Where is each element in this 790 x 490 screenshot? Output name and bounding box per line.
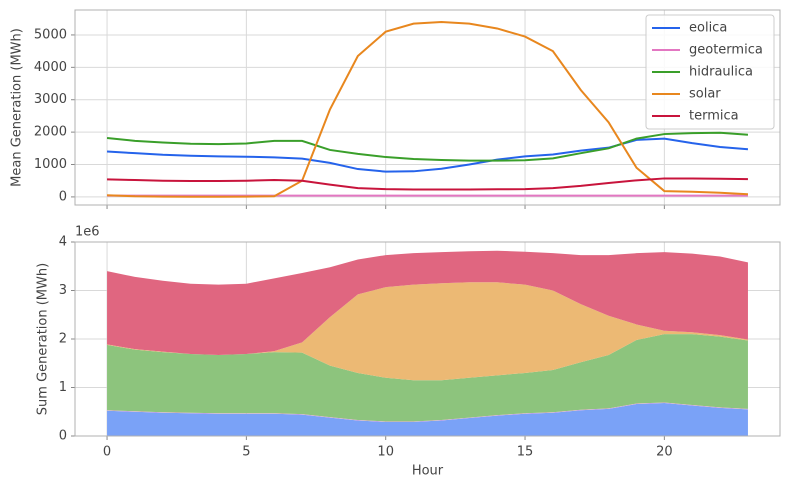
- legend-label: hidraulica: [689, 65, 753, 80]
- line-series: [106, 137, 749, 173]
- y-tick-label: 1000: [34, 157, 67, 172]
- area-series: [107, 402, 748, 422]
- y-tick-label: 2000: [34, 125, 67, 140]
- x-axis-label: Hour: [412, 464, 444, 479]
- area-series: [107, 282, 748, 381]
- x-tick-label: 20: [656, 445, 673, 460]
- y-tick-label: 0: [59, 189, 67, 204]
- legend-label: eolica: [689, 21, 727, 36]
- line-series: [107, 177, 748, 191]
- legend-box: [645, 14, 775, 130]
- x-tick-label: 15: [517, 445, 534, 460]
- y-axis-label: Mean Generation (MWh): [10, 28, 25, 187]
- area-series: [107, 334, 748, 422]
- x-tick-label: 5: [242, 445, 250, 460]
- y-tick-label: 3000: [34, 92, 67, 107]
- line-series: [106, 131, 749, 162]
- legend-label: geotermica: [689, 43, 763, 58]
- y-tick-label: 5000: [34, 27, 67, 42]
- legend-label: solar: [689, 87, 721, 102]
- x-tick-label: 0: [103, 445, 111, 460]
- plot-frame: [74, 9, 781, 206]
- y-tick-label: 0: [59, 429, 67, 444]
- y-tick-label: 4: [59, 235, 67, 250]
- y-tick-label: 3: [59, 283, 67, 298]
- offset-label: 1e6: [75, 225, 100, 240]
- x-tick-label: 10: [377, 445, 394, 460]
- plot-frame: [74, 241, 781, 437]
- line-series: [107, 20, 749, 198]
- y-tick-label: 2: [59, 332, 67, 347]
- y-tick-label: 4000: [34, 60, 67, 75]
- legend-label: termica: [689, 109, 739, 124]
- area-series: [107, 250, 748, 356]
- y-tick-label: 1: [59, 380, 67, 395]
- y-axis-label: Sum Generation (MWh): [36, 263, 51, 415]
- area-series: [107, 403, 748, 436]
